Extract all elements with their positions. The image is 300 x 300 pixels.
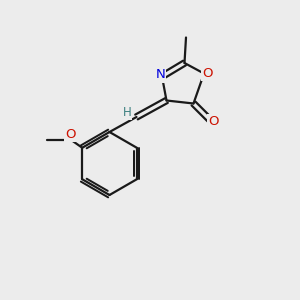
- Text: H: H: [122, 106, 131, 119]
- Text: O: O: [65, 128, 76, 141]
- Text: O: O: [202, 67, 213, 80]
- Text: N: N: [156, 68, 165, 82]
- Text: O: O: [208, 115, 219, 128]
